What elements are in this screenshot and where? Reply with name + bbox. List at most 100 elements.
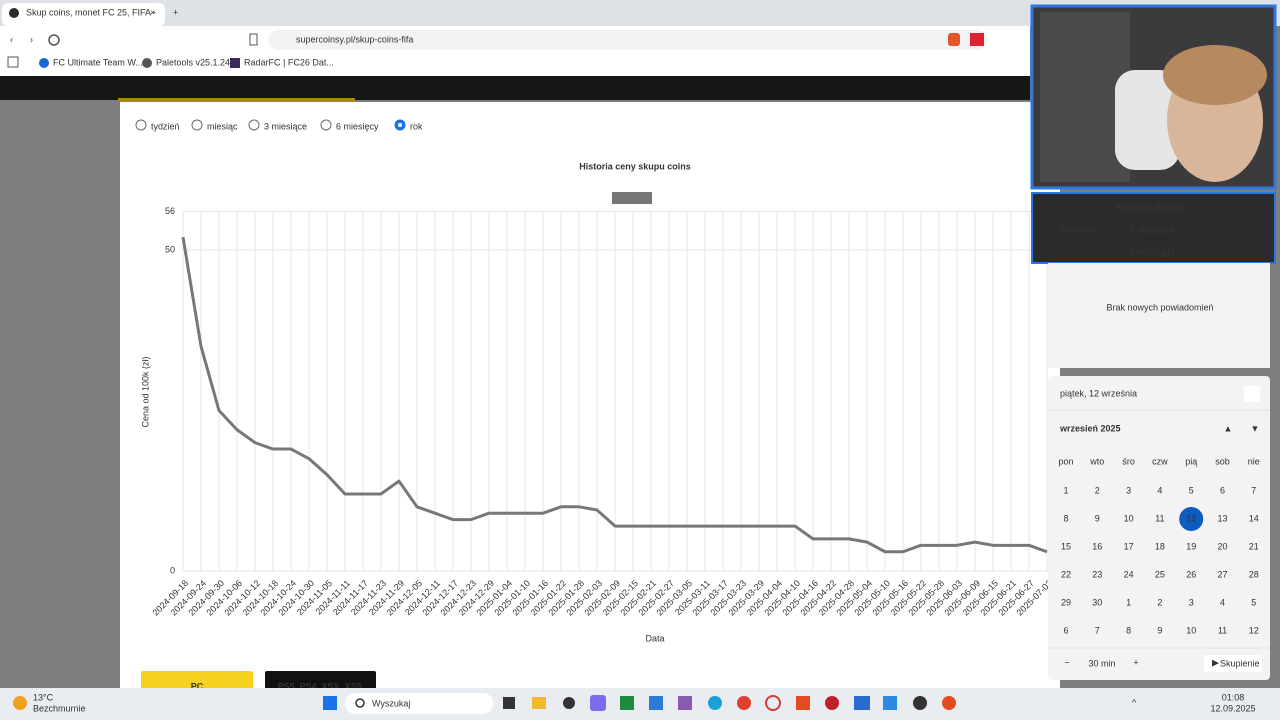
app-icon[interactable] (563, 697, 575, 709)
tab-title: Skup coins, monet FC 25, FIFA - (26, 7, 156, 17)
active-tab[interactable] (2, 3, 165, 26)
app-icon[interactable] (883, 696, 897, 710)
calendar-day[interactable]: 23 (1092, 569, 1102, 579)
platform-button[interactable] (265, 671, 376, 691)
bookmark[interactable]: FC Ultimate Team W... (53, 57, 143, 67)
extension-icon[interactable] (970, 33, 984, 46)
app-icon[interactable] (737, 696, 751, 710)
radio-button[interactable] (248, 119, 260, 131)
calendar-day[interactable]: 19 (1186, 541, 1196, 551)
apps-icon[interactable] (7, 56, 19, 68)
bookmark-icon[interactable] (249, 33, 258, 46)
calendar-day[interactable]: 14 (1249, 513, 1259, 523)
calendar-day[interactable]: 6 (1220, 485, 1225, 495)
notifications-header: Powiadom (1060, 225, 1102, 235)
app-icon[interactable] (765, 695, 781, 711)
taskbar (0, 688, 1280, 720)
clock-date: 12.09.2025 (1210, 703, 1255, 713)
calendar-day[interactable]: 10 (1124, 513, 1134, 523)
calendar-day[interactable]: 12 (1249, 625, 1259, 635)
calendar-day[interactable]: 16 (1092, 541, 1102, 551)
collapse-button[interactable] (1244, 386, 1260, 402)
calendar-day[interactable]: 30 (1092, 597, 1102, 607)
calendar-day[interactable]: 20 (1217, 541, 1227, 551)
calendar-day[interactable]: 29 (1061, 597, 1071, 607)
calendar-day[interactable]: 4 (1157, 485, 1162, 495)
start-button[interactable] (323, 696, 337, 710)
app-icon[interactable] (825, 696, 839, 710)
radio-label: 6 miesięcy (336, 121, 379, 131)
app-icon[interactable] (503, 697, 515, 709)
forward-button[interactable]: › (30, 34, 33, 44)
calendar-day[interactable]: 8 (1063, 513, 1068, 523)
search-box[interactable] (345, 693, 493, 714)
calendar-day[interactable]: 5 (1251, 597, 1256, 607)
calendar-day[interactable]: 26 (1186, 569, 1196, 579)
calendar-day[interactable]: 5 (1189, 485, 1194, 495)
calendar-day[interactable]: 1 (1063, 485, 1068, 495)
calendar-day[interactable]: 12 (1186, 513, 1196, 523)
bookmark[interactable]: RadarFC | FC26 Dat... (244, 57, 334, 67)
decrease-button[interactable]: − (1064, 657, 1069, 667)
app-icon[interactable] (678, 696, 692, 710)
calendar-day[interactable]: 25 (1155, 569, 1165, 579)
ranking-overlay (1031, 192, 1276, 264)
calendar-day[interactable]: 2 (1157, 597, 1162, 607)
increase-button[interactable]: + (1133, 657, 1138, 667)
focus-button[interactable] (1204, 655, 1262, 672)
calendar-day[interactable]: 28 (1249, 569, 1259, 579)
app-icon[interactable] (708, 696, 722, 710)
calendar-day[interactable]: 1 (1126, 597, 1131, 607)
radio-button[interactable] (320, 119, 332, 131)
app-icon[interactable] (854, 696, 870, 710)
calendar-day[interactable]: 7 (1095, 625, 1100, 635)
calendar-day[interactable]: 7 (1251, 485, 1256, 495)
new-tab[interactable]: + (173, 7, 178, 17)
next-month[interactable]: ▼ (1251, 423, 1260, 433)
calendar-day[interactable]: 9 (1157, 625, 1162, 635)
bookmark[interactable]: Paletools v25.1.24 (156, 57, 230, 67)
app-icon[interactable] (796, 696, 810, 710)
calendar-day[interactable]: 2 (1095, 485, 1100, 495)
y-tick-label: 56 (165, 206, 175, 216)
radio-button[interactable] (191, 119, 203, 131)
app-icon[interactable] (942, 696, 956, 710)
platform-button[interactable] (141, 671, 253, 691)
calendar-day[interactable]: 11 (1218, 625, 1227, 635)
notifications-empty: Brak nowych powiadomień (1106, 302, 1213, 312)
calendar-day[interactable]: 18 (1155, 541, 1165, 551)
app-icon[interactable] (590, 695, 606, 711)
app-icon[interactable] (649, 696, 663, 710)
calendar-day[interactable]: 11 (1155, 513, 1164, 523)
calendar-day[interactable]: 4 (1220, 597, 1225, 607)
calendar-day[interactable]: 3 (1189, 597, 1194, 607)
legend-swatch (612, 192, 652, 204)
chart-title: Historia ceny skupu coins (579, 161, 691, 171)
calendar-day[interactable]: 10 (1186, 625, 1196, 635)
app-icon[interactable] (620, 696, 634, 710)
calendar-day[interactable]: 15 (1061, 541, 1071, 551)
tab-close[interactable]: × (150, 7, 155, 17)
extension-icon[interactable] (948, 33, 960, 46)
app-icon[interactable] (913, 696, 927, 710)
calendar-day[interactable]: 17 (1124, 541, 1134, 551)
calendar-day[interactable]: 13 (1217, 513, 1227, 523)
radio-button[interactable] (135, 119, 147, 131)
app-icon[interactable] (532, 697, 546, 709)
calendar-day[interactable]: 6 (1063, 625, 1068, 635)
calendar-day[interactable]: 9 (1095, 513, 1100, 523)
calendar-day[interactable]: 3 (1126, 485, 1131, 495)
back-button[interactable]: ‹ (10, 34, 13, 44)
address-bar[interactable] (268, 30, 988, 50)
calendar-day[interactable]: 27 (1217, 569, 1227, 579)
calendar-day[interactable]: 8 (1126, 625, 1131, 635)
prev-month[interactable]: ▲ (1224, 423, 1233, 433)
platform-button-label: PC (191, 681, 204, 691)
weekday: pią (1185, 456, 1197, 466)
tray-chevron[interactable]: ^ (1132, 697, 1137, 707)
calendar-day[interactable]: 24 (1124, 569, 1134, 579)
calendar-day[interactable]: 22 (1061, 569, 1071, 579)
calendar-day[interactable]: 21 (1249, 541, 1259, 551)
reload-button[interactable] (48, 34, 60, 46)
